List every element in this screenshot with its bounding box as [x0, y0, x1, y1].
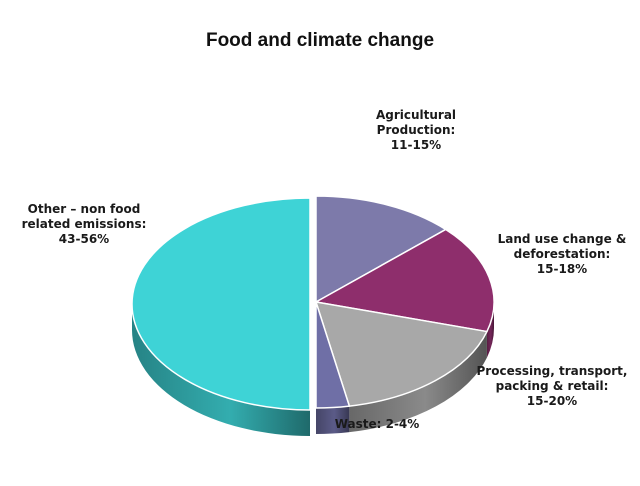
- slice-waste: [315, 301, 351, 409]
- slice-waste-side: [316, 406, 350, 434]
- pie-sides: [132, 302, 494, 436]
- slice-land-use-change-side: [486, 302, 494, 358]
- slice-processing-transport-side: [349, 331, 487, 433]
- label-land-use-change: Land use change & deforestation: 15-18%: [497, 232, 627, 276]
- label-agricultural-production: Agricultural Production: 11-15%: [375, 108, 457, 152]
- slice-agricultural-production: [315, 195, 447, 303]
- slice-other-non-food-side: [132, 304, 310, 436]
- chart-title: Food and climate change: [205, 30, 435, 51]
- pie-top: [131, 195, 495, 411]
- label-waste: Waste: 2-4%: [334, 417, 420, 431]
- slice-land-use-change: [315, 228, 495, 333]
- label-other-non-food: Other – non food related emissions: 43-5…: [21, 202, 147, 246]
- slice-other-non-food: [131, 197, 311, 411]
- slice-processing-transport: [315, 301, 488, 407]
- label-processing-transport: Processing, transport, packing & retail:…: [476, 364, 628, 408]
